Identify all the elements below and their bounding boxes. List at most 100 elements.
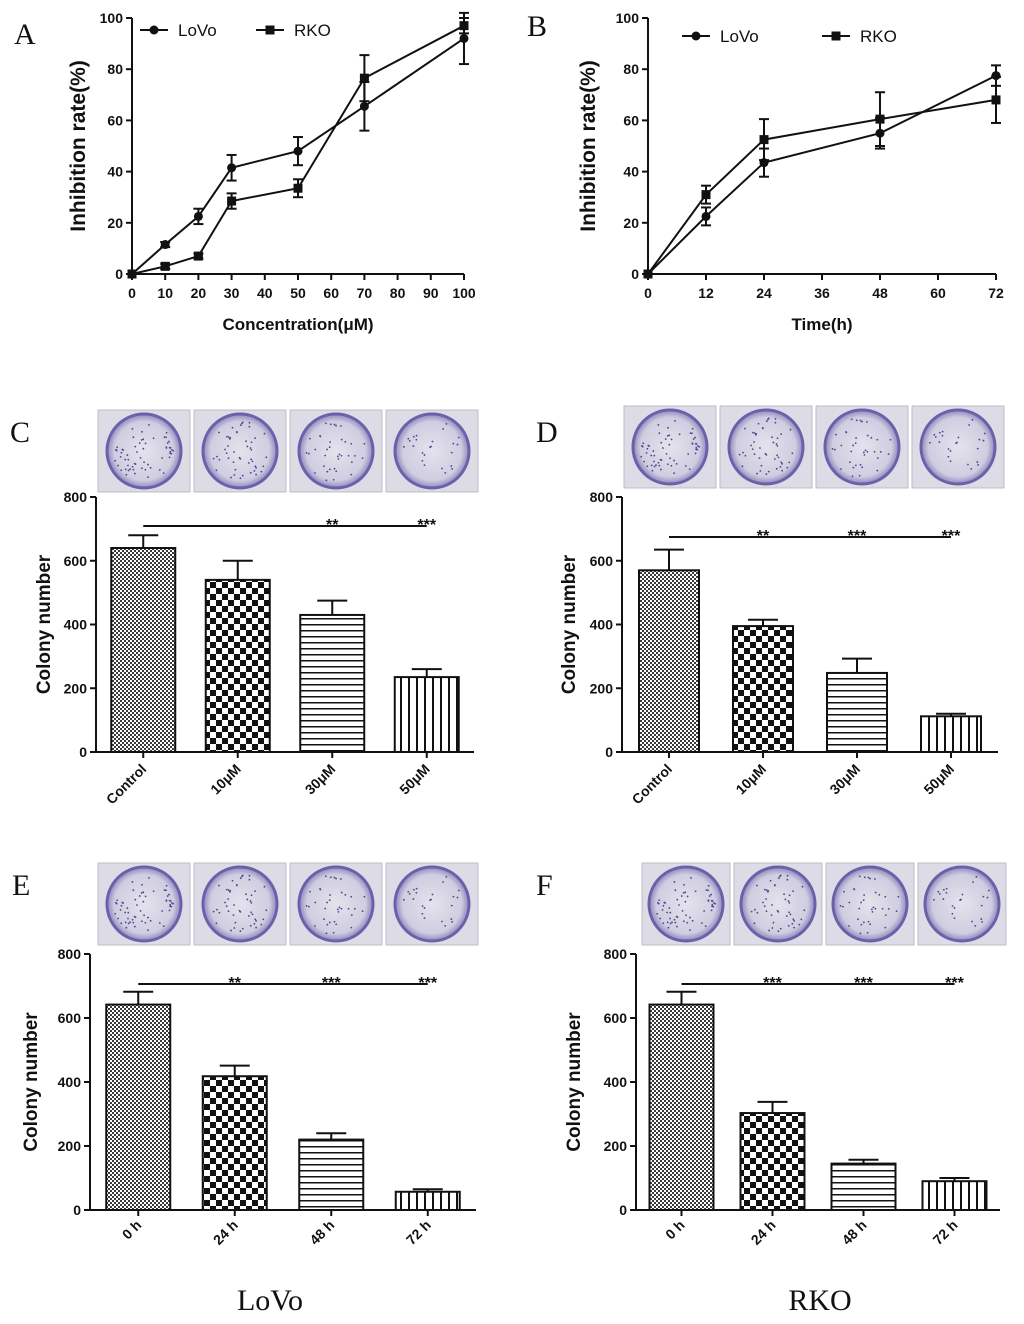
dish-colony-dot [163, 436, 166, 439]
dish-colony-dot [641, 444, 643, 447]
dish-colony-dot [773, 458, 776, 460]
dish-colony-dot [694, 890, 697, 893]
dish-colony-dot [707, 889, 709, 892]
dish-colony-dot [714, 902, 717, 905]
dish-colony-dot [452, 442, 455, 445]
dish-colony-dot [326, 923, 329, 926]
dish-colony-dot [695, 446, 698, 449]
dish-colony-dot [787, 924, 790, 927]
dish-colony-dot [756, 884, 758, 887]
dish-colony-dot [249, 447, 252, 449]
chart-a-y-tick-label: 100 [100, 10, 124, 26]
chart-b-y-axis-title: Inhibition rate(%) [577, 60, 600, 232]
dish-colony-dot [862, 451, 865, 454]
dish-colony-dot [253, 470, 256, 472]
chart-e-bar-2 [298, 1138, 365, 1211]
dish-colony-dot [938, 892, 941, 895]
dish-well-c-1 [201, 412, 279, 490]
dish-colony-dot [212, 457, 215, 460]
dish-colony-dot [170, 901, 173, 904]
chart-e-x-tick-label: 0 h [119, 1217, 145, 1243]
dish-colony-dot [415, 434, 418, 437]
dish-colonies-e-3 [402, 876, 460, 927]
dish-colony-dot [172, 449, 175, 452]
dish-colony-dot [239, 424, 242, 427]
dish-colony-dot [412, 435, 415, 438]
dish-colony-dot [329, 894, 332, 896]
dish-colony-dot [344, 893, 347, 896]
chart-d-bar-0 [638, 569, 700, 753]
dish-colony-dot [250, 458, 253, 461]
chart-a-y-tick-label: 0 [115, 266, 123, 282]
dish-colony-dot [876, 469, 879, 472]
dish-colony-dot [444, 471, 447, 474]
dish-colony-dot [224, 448, 226, 451]
chart-f-x-tick-label: 72 h [929, 1217, 960, 1248]
chart-e-x-tick-label: 24 h [210, 1217, 241, 1248]
chart-d-y-tick-label: 200 [590, 680, 614, 696]
dish-colony-dot [708, 895, 711, 897]
dish-colony-dot [246, 445, 249, 448]
dish-colony-dot [800, 918, 803, 921]
dish-colony-dot [169, 450, 172, 453]
dish-colony-dot [254, 437, 256, 440]
dish-colony-dot [667, 426, 669, 429]
dish-colony-dot [668, 434, 671, 437]
dish-colony-dot [314, 925, 316, 927]
dish-colony-dot [161, 457, 164, 459]
chart-a-point-rko [459, 21, 469, 31]
dish-colonies-d-0 [640, 419, 701, 475]
dish-colony-dot [142, 438, 145, 441]
dish-colony-dot [755, 432, 758, 435]
dish-colony-dot [867, 876, 870, 879]
chart-b-legend-marker-rko [831, 31, 841, 41]
dish-colony-dot [323, 918, 325, 921]
dish-colony-dot [144, 442, 147, 445]
dish-colony-dot [254, 465, 257, 468]
dish-colony-dot [777, 930, 780, 933]
dish-colony-dot [801, 885, 804, 888]
chart-a-x-axis-title: Concentration(μM) [222, 315, 373, 334]
dish-colony-dot [227, 910, 230, 913]
dish-colony-dot [165, 889, 167, 892]
dish-colony-dot [793, 919, 795, 922]
dish-colony-dot [248, 878, 251, 881]
dish-colony-dot [862, 899, 865, 902]
dish-colony-dot [665, 453, 668, 455]
dish-colony-dot [653, 454, 656, 457]
dish-colony-dot [172, 902, 175, 905]
dish-colony-dot [972, 881, 975, 883]
dish-colony-dot [853, 887, 855, 890]
dish-colony-dot [978, 438, 981, 441]
dish-colony-dot [671, 921, 673, 924]
dish-colony-dot [250, 911, 253, 914]
dish-colony-dot [684, 465, 687, 467]
dish-photos-e [97, 862, 479, 946]
dish-colony-dot [858, 875, 861, 878]
dish-colony-dot [165, 436, 167, 439]
chart-f-y-tick-label: 400 [604, 1074, 628, 1090]
dish-colony-dot [143, 914, 145, 917]
chart-a-point-lovo [459, 33, 469, 43]
dish-colony-dot [119, 908, 122, 911]
dish-colony-dot [793, 926, 796, 929]
dish-colony-dot [666, 434, 669, 437]
dish-colony-dot [775, 467, 778, 470]
dish-colony-dot [659, 917, 661, 920]
dish-colony-dot [775, 443, 778, 445]
dish-colony-dot [673, 472, 675, 475]
chart-b-y-tick-label: 40 [623, 164, 639, 180]
dish-colony-dot [858, 907, 861, 910]
dish-colony-dot [658, 432, 661, 435]
dish-colony-dot [757, 422, 760, 425]
dish-colony-dot [773, 883, 776, 886]
chart-a-point-lovo [293, 146, 303, 156]
dish-colony-dot [947, 455, 950, 458]
dish-colony-dot [767, 417, 770, 420]
dish-colony-dot [976, 447, 979, 450]
dish-colony-dot [442, 881, 445, 883]
chart-a-x-tick-label: 0 [128, 285, 136, 301]
dish-colony-dot [133, 915, 136, 918]
dish-colony-dot [977, 464, 980, 466]
chart-e-y-axis-title: Colony number [21, 1012, 42, 1152]
